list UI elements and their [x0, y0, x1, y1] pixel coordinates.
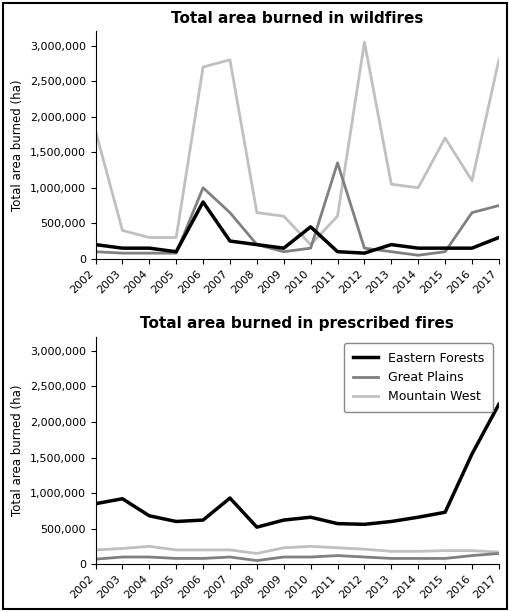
Y-axis label: Total area burned (ha): Total area burned (ha)	[11, 80, 24, 211]
Y-axis label: Total area burned (ha): Total area burned (ha)	[11, 385, 24, 516]
Legend: Eastern Forests, Great Plains, Mountain West: Eastern Forests, Great Plains, Mountain …	[343, 343, 492, 412]
Title: Total area burned in prescribed fires: Total area burned in prescribed fires	[140, 316, 453, 332]
Title: Total area burned in wildfires: Total area burned in wildfires	[171, 11, 422, 26]
